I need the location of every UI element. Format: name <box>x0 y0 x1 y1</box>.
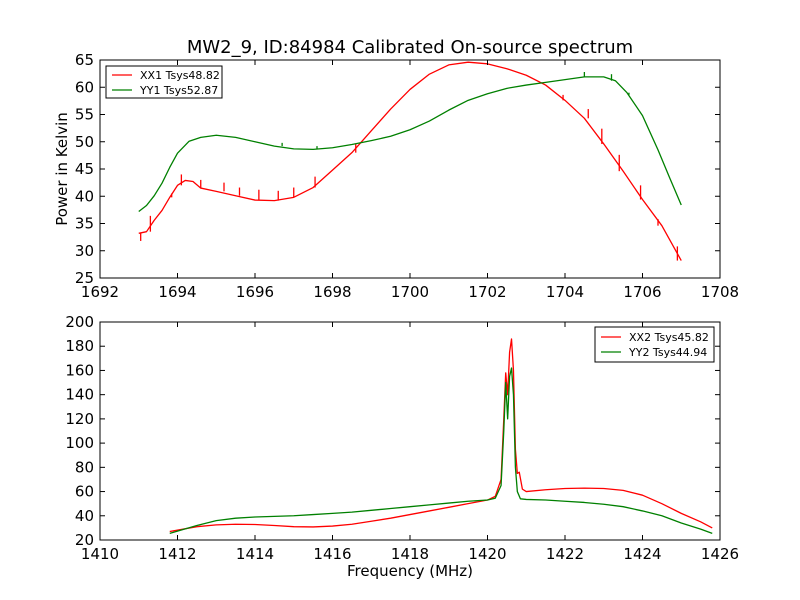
bottom-legend-label-xx2: XX2 Tsys45.82 <box>629 331 709 344</box>
top-y-tick-label-8: 65 <box>75 51 94 69</box>
bottom-y-tick-label-9: 200 <box>65 313 94 331</box>
top-x-tick-label-4: 1700 <box>391 283 429 301</box>
top-y-tick-label-2: 35 <box>75 215 94 233</box>
chart-bottom: 1410 1412 1414 1416 1418 1420 1422 1424 1426 20 40… <box>65 313 739 580</box>
chart-top: 1692 1694 1696 1698 1700 1702 1704 1706 1708 25 30… <box>53 37 739 301</box>
bottom-ticks-layer: 1410 1412 1414 1416 1418 1420 1422 1424 1426 20 40… <box>65 313 739 563</box>
bottom-legend-box <box>594 326 715 363</box>
bottom-legend-label-yy2: YY2 Tsys44.94 <box>628 346 707 359</box>
bottom-y-tick-label-6: 140 <box>65 386 94 404</box>
top-x-tick-label-8: 1708 <box>701 283 739 301</box>
top-y-tick-label-5: 50 <box>75 133 94 151</box>
top-series-layer <box>138 61 682 261</box>
top-x-tick-label-2: 1696 <box>236 283 274 301</box>
bottom-x-tick-label-6: 1422 <box>546 545 584 563</box>
bottom-x-tick-label-1: 1412 <box>158 545 196 563</box>
top-legend-label-yy1: YY1 Tsys52.87 <box>139 84 218 97</box>
bottom-x-tick-label-4: 1418 <box>391 545 429 563</box>
bottom-x-tick-label-7: 1424 <box>623 545 661 563</box>
top-series-line-yy1 <box>138 76 682 213</box>
top-x-tick-label-3: 1698 <box>313 283 351 301</box>
top-y-axis-label: Power in Kelvin <box>53 112 71 226</box>
bottom-series-line-yy2 <box>169 367 713 534</box>
top-ticks-layer: 1692 1694 1696 1698 1700 1702 1704 1706 1708 25 30… <box>75 51 739 301</box>
top-legend: XX1 Tsys48.82 YY1 Tsys52.87 <box>105 65 223 99</box>
bottom-x-tick-label-0: 1410 <box>81 545 119 563</box>
bottom-y-tick-label-1: 40 <box>75 507 94 525</box>
bottom-x-tick-label-5: 1420 <box>468 545 506 563</box>
top-x-tick-label-5: 1702 <box>468 283 506 301</box>
bottom-series-layer <box>169 338 713 534</box>
bottom-legend: XX2 Tsys45.82 YY2 Tsys44.94 <box>594 326 715 363</box>
bottom-x-tick-label-8: 1426 <box>701 545 739 563</box>
bottom-x-tick-label-3: 1416 <box>313 545 351 563</box>
top-y-tick-label-6: 55 <box>75 106 94 124</box>
bottom-y-tick-label-7: 160 <box>65 361 94 379</box>
top-y-tick-label-0: 25 <box>75 269 94 287</box>
bottom-y-tick-label-4: 100 <box>65 434 94 452</box>
top-x-tick-label-1: 1694 <box>158 283 196 301</box>
top-chart-title: MW2_9, ID:84984 Calibrated On-source spe… <box>187 37 633 58</box>
bottom-y-tick-label-5: 120 <box>65 410 94 428</box>
bottom-y-tick-label-0: 20 <box>75 531 94 549</box>
top-y-tick-label-3: 40 <box>75 187 94 205</box>
top-x-tick-label-7: 1706 <box>623 283 661 301</box>
bottom-y-tick-label-3: 80 <box>75 458 94 476</box>
top-y-tick-label-1: 30 <box>75 242 94 260</box>
bottom-y-tick-label-8: 180 <box>65 337 94 355</box>
top-x-tick-label-6: 1704 <box>546 283 584 301</box>
bottom-y-tick-label-2: 60 <box>75 483 94 501</box>
top-x-tick-label-0: 1692 <box>81 283 119 301</box>
top-legend-label-xx1: XX1 Tsys48.82 <box>140 69 220 82</box>
top-y-tick-label-7: 60 <box>75 78 94 96</box>
top-legend-box <box>105 65 223 99</box>
bottom-x-tick-label-2: 1414 <box>236 545 274 563</box>
bottom-x-axis-label: Frequency (MHz) <box>347 562 473 580</box>
top-y-tick-label-4: 45 <box>75 160 94 178</box>
